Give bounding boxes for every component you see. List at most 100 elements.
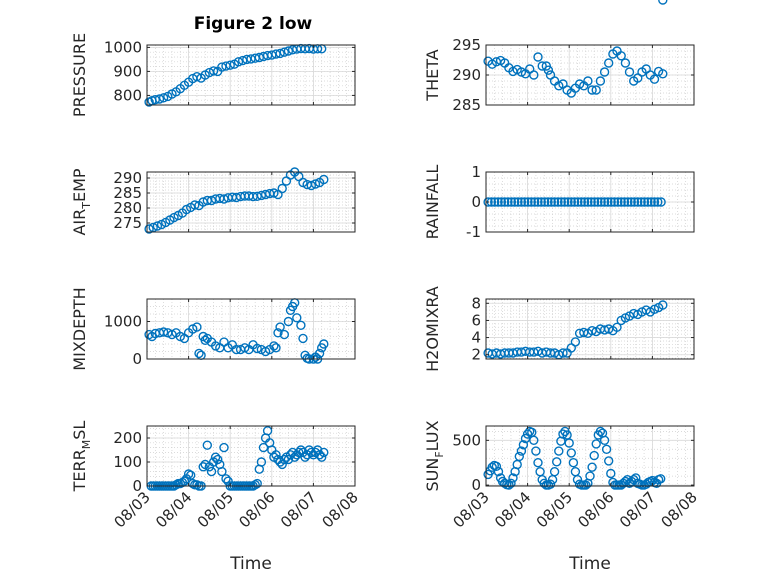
data-point xyxy=(566,448,576,458)
data-point xyxy=(271,49,281,59)
data-point xyxy=(152,221,163,231)
data-point xyxy=(279,47,289,57)
data-point xyxy=(312,445,323,455)
y-tick-label: 275 xyxy=(113,214,142,232)
data-point xyxy=(513,197,523,207)
data-point xyxy=(619,197,630,207)
data-point xyxy=(599,67,610,77)
x-tick-label: 08/08 xyxy=(319,488,362,531)
y-axis-label: PRESSURE xyxy=(70,33,89,117)
y-axis-label: SUNFLUX xyxy=(423,420,446,491)
axes-box xyxy=(146,171,356,233)
data-point xyxy=(536,197,546,207)
data-point xyxy=(483,197,493,207)
data-point xyxy=(514,451,524,462)
data-point xyxy=(595,76,606,86)
data-point xyxy=(546,197,556,207)
data-point xyxy=(537,61,547,71)
data-point xyxy=(516,446,527,456)
data-point xyxy=(631,473,641,483)
data-point xyxy=(596,197,606,207)
y-axis-label: THETA xyxy=(423,49,442,101)
data-point xyxy=(569,197,580,207)
data-point xyxy=(579,197,590,207)
y-tick-label: 1000 xyxy=(104,313,142,331)
data-point xyxy=(198,462,208,472)
x-tick-label: 08/08 xyxy=(658,488,701,531)
y-tick-label: 900 xyxy=(113,62,142,80)
data-point xyxy=(543,197,553,207)
data-point xyxy=(568,458,579,468)
axes-box xyxy=(146,44,356,106)
data-point xyxy=(606,468,616,479)
data-point xyxy=(300,452,310,462)
data-point xyxy=(558,429,568,439)
series-markers xyxy=(483,46,668,98)
y-tick-label: 0 xyxy=(471,476,481,494)
data-point xyxy=(493,197,503,207)
data-point xyxy=(549,197,560,207)
data-point xyxy=(271,343,281,353)
data-point xyxy=(158,93,169,103)
data-point xyxy=(317,452,327,462)
data-point xyxy=(599,435,610,445)
data-point xyxy=(581,480,591,490)
data-point xyxy=(604,58,614,68)
data-point xyxy=(319,174,329,185)
data-point xyxy=(269,341,279,351)
data-point xyxy=(612,322,622,332)
data-point xyxy=(252,191,262,202)
data-point xyxy=(649,74,660,84)
data-point xyxy=(292,313,302,323)
y-tick-label: 1000 xyxy=(104,38,142,56)
x-tick-label: 08/06 xyxy=(235,488,278,531)
data-point xyxy=(587,85,597,95)
data-point xyxy=(275,322,285,332)
data-point xyxy=(539,478,549,488)
x-tick-label: 08/07 xyxy=(616,488,659,531)
data-point xyxy=(559,197,570,207)
data-point xyxy=(250,480,260,490)
data-point xyxy=(564,438,574,448)
data-point xyxy=(262,426,273,436)
data-point xyxy=(623,197,633,207)
data-point xyxy=(496,197,507,207)
data-point xyxy=(613,197,623,207)
data-point xyxy=(636,197,646,207)
x-tick-label: 08/04 xyxy=(152,488,195,531)
data-point xyxy=(503,197,513,207)
data-point xyxy=(533,197,543,207)
data-point xyxy=(545,479,556,489)
data-point xyxy=(533,52,543,62)
data-point xyxy=(319,447,329,458)
y-tick-label: 6 xyxy=(471,311,481,329)
data-point xyxy=(510,197,520,207)
y-tick-label: 285 xyxy=(452,96,481,114)
data-point xyxy=(529,435,539,445)
data-point xyxy=(585,471,595,481)
y-tick-label: 0 xyxy=(132,350,142,368)
x-tick-label: 08/07 xyxy=(277,488,320,531)
data-point xyxy=(656,197,666,207)
data-point xyxy=(231,344,242,355)
axes-box xyxy=(485,298,695,360)
y-tick-label: 285 xyxy=(113,184,142,202)
x-tick-label: 08/05 xyxy=(533,488,576,531)
y-tick-label: 500 xyxy=(452,431,481,449)
subplot-rainfall: -1 0 1 RAINFALL xyxy=(423,163,695,241)
data-point xyxy=(487,462,497,472)
data-point xyxy=(500,478,510,488)
y-axis-label: TERRMSL xyxy=(70,421,93,493)
data-point xyxy=(275,48,285,59)
data-point xyxy=(639,197,650,207)
data-point xyxy=(279,454,289,465)
data-point xyxy=(179,476,190,486)
y-tick-label: 4 xyxy=(471,329,481,347)
data-point xyxy=(279,329,289,340)
data-point xyxy=(643,197,653,207)
data-point xyxy=(552,457,562,467)
data-point xyxy=(490,197,500,207)
data-point xyxy=(522,429,533,439)
data-point xyxy=(549,467,560,477)
